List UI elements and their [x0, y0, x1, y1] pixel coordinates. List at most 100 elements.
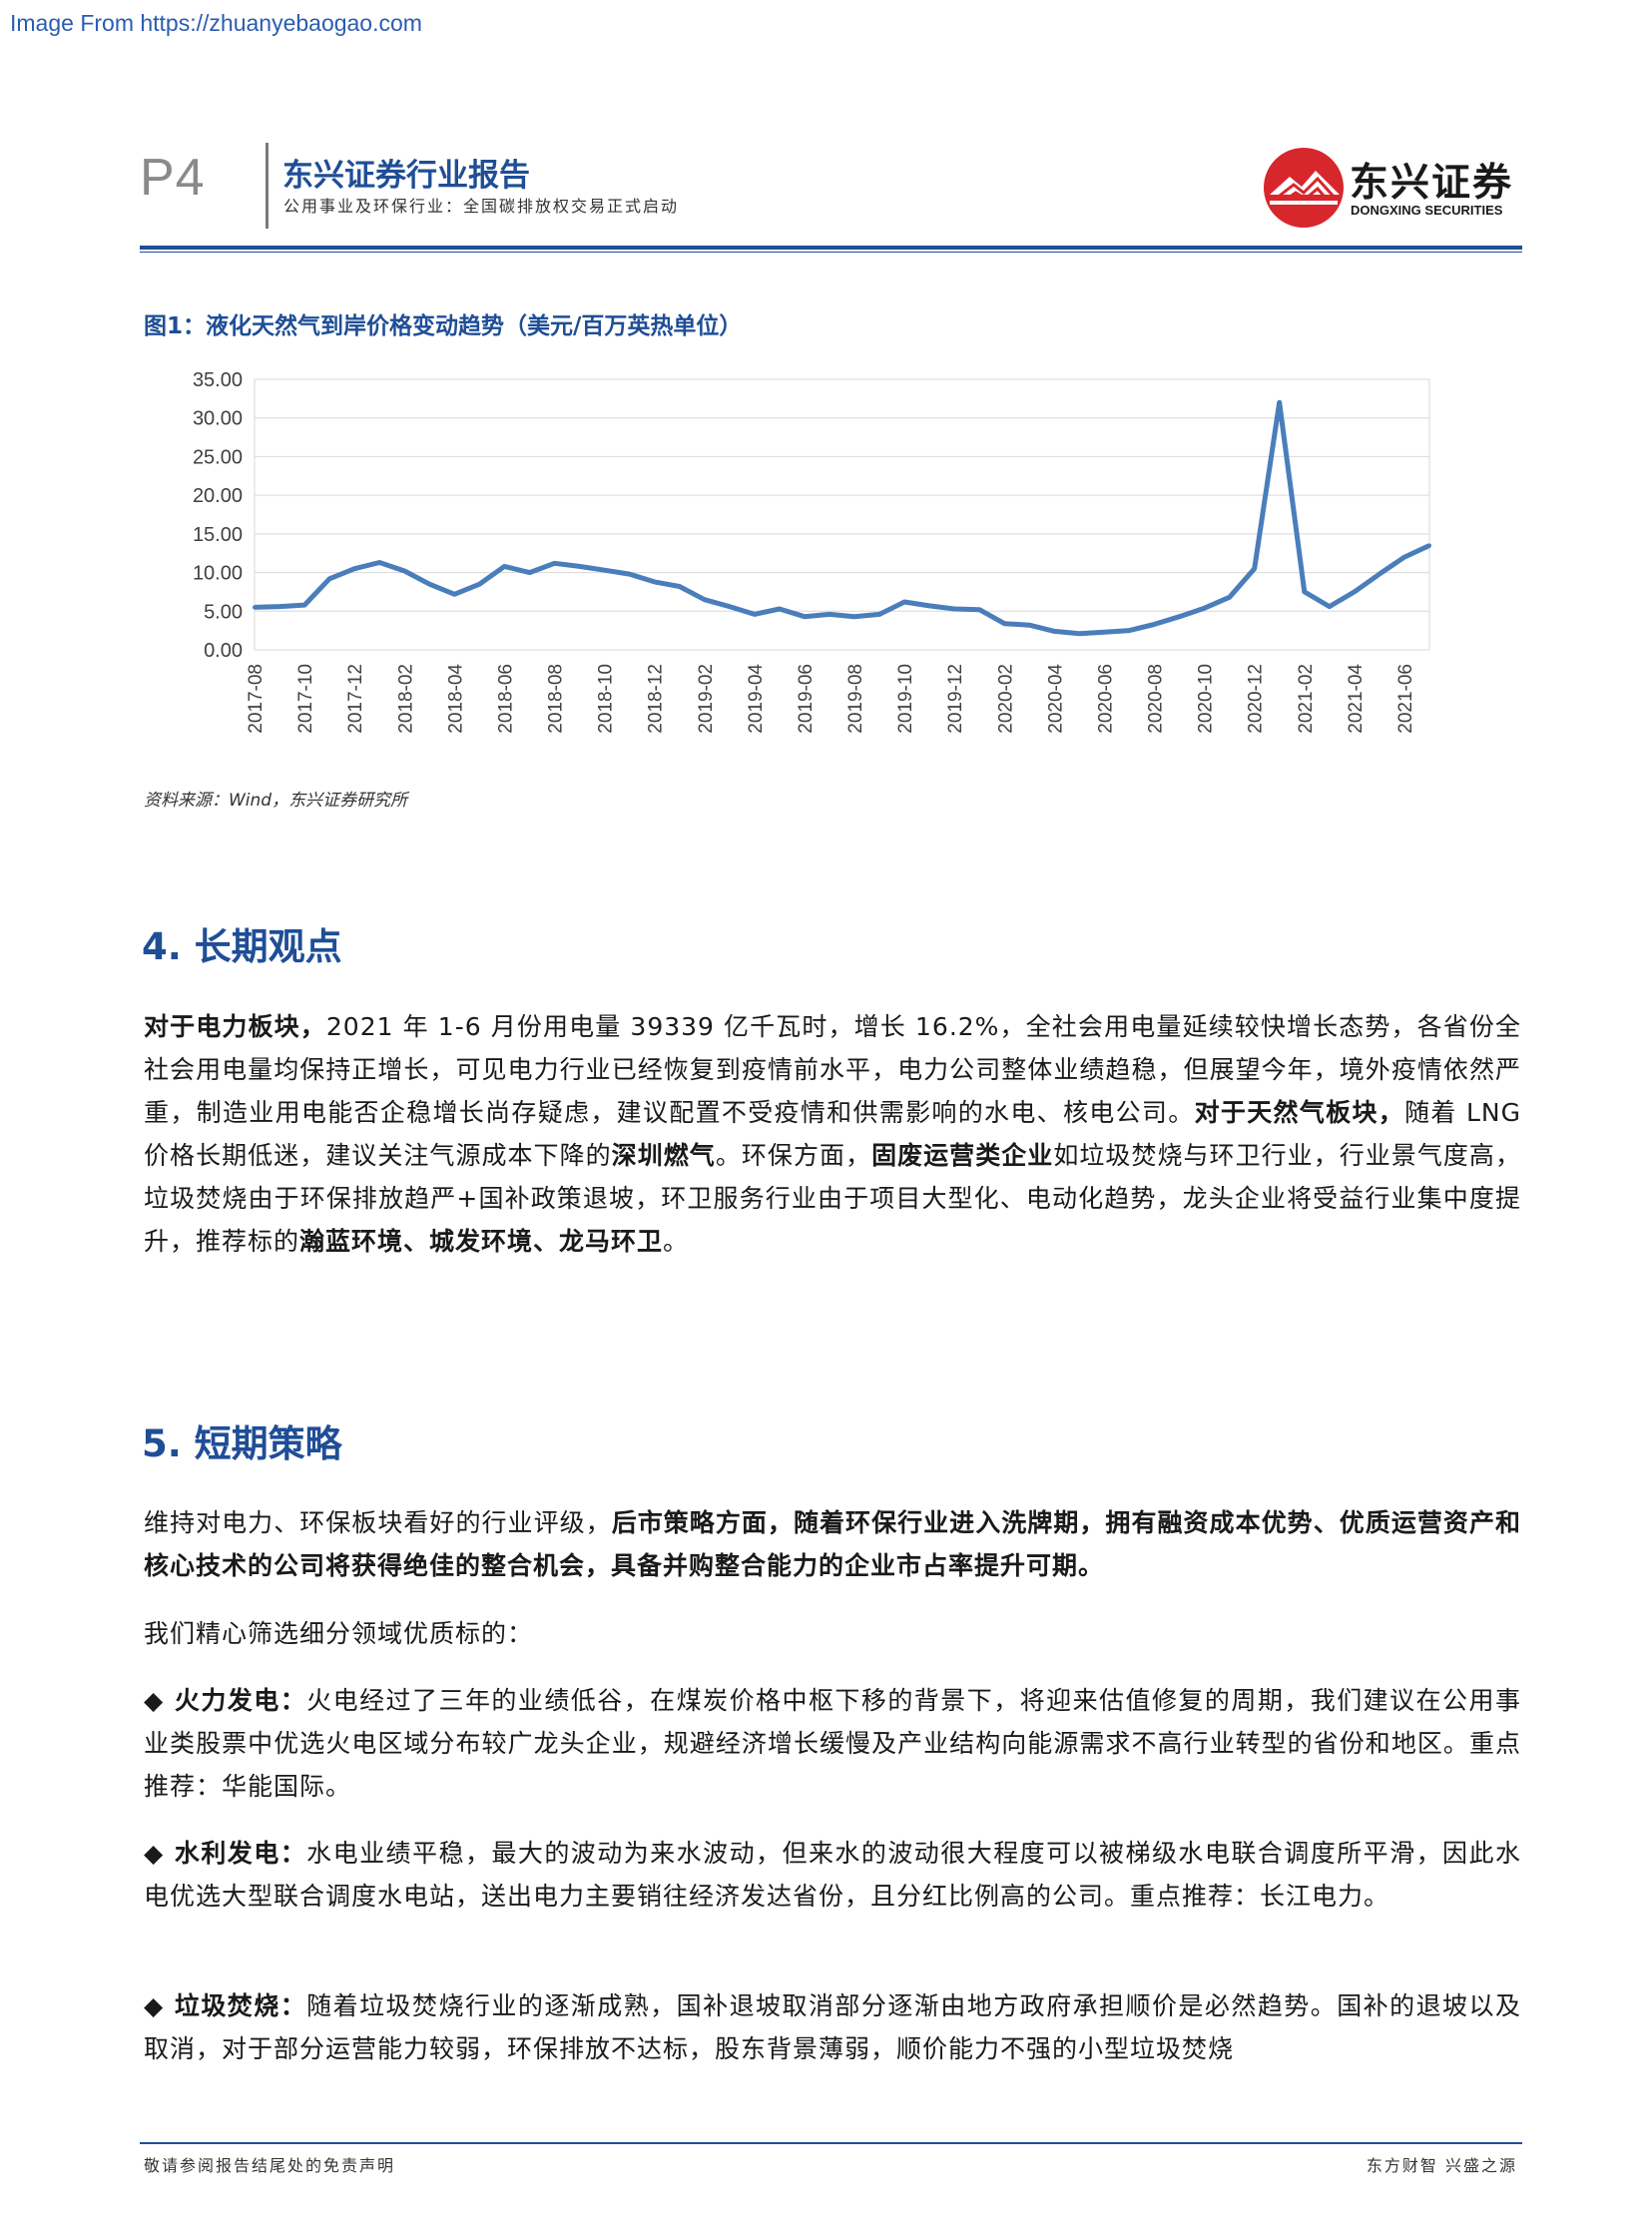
text: 如垃圾焚烧与环卫行业，行业景气度高，垃圾焚烧由于环保排放趋严+国补政策退坡，环卫… [144, 1141, 1521, 1256]
data-point [402, 569, 407, 574]
page-number: P4 [140, 149, 206, 207]
data-point [752, 612, 757, 617]
data-point [602, 568, 607, 573]
emphasis-recommended: 瀚蓝环境、城发环境、龙马环卫 [299, 1227, 664, 1256]
data-point [352, 566, 357, 571]
text: 。 [663, 1227, 690, 1256]
data-point [577, 564, 582, 569]
emphasis-gas: 对于天然气板块， [1194, 1098, 1405, 1127]
text: 2021 年 1-6 月份用电量 39339 亿千瓦时，增长 16.2%，全社会… [144, 1012, 1521, 1127]
x-tick-label: 2017-12 [345, 664, 366, 734]
lng-price-line-chart: 0.00 5.00 10.00 15.00 20.00 25.00 30.00 35.00 20… [193, 369, 1431, 734]
x-tick-label: 2018-12 [646, 664, 667, 734]
data-point [977, 607, 982, 612]
data-point [1277, 400, 1282, 405]
x-tick-label: 2018-02 [395, 664, 416, 734]
x-tick-label: 2020-06 [1095, 664, 1116, 734]
x-tick-label: 2018-10 [596, 664, 617, 734]
data-point [1077, 631, 1082, 636]
x-tick-label: 2019-02 [696, 664, 717, 734]
x-tick-label: 2020-04 [1045, 664, 1066, 734]
text: 维持对电力、环保板块看好的行业评级， [144, 1508, 612, 1537]
data-point [1152, 622, 1157, 627]
data-point [1102, 630, 1107, 635]
data-point [1052, 629, 1057, 634]
data-point [502, 564, 507, 569]
x-tick-label: 2019-10 [895, 664, 916, 734]
y-tick-label: 35.00 [193, 369, 243, 391]
lng-price-series-line [254, 399, 1431, 637]
data-point [1401, 555, 1406, 560]
header-rule [140, 246, 1522, 250]
bullet-label: ◆ 水利发电： [144, 1839, 307, 1868]
bullet-text: 火电经过了三年的业绩低谷，在煤炭价格中枢下移的背景下，将迎来估值修复的周期，我们… [144, 1686, 1521, 1801]
logo-wordmark: 东兴证券 [1350, 161, 1514, 206]
y-tick-label: 25.00 [193, 446, 243, 468]
report-title: 东兴证券行业报告 [282, 158, 530, 194]
x-tick-label: 2017-08 [246, 664, 267, 734]
y-tick-label: 30.00 [193, 408, 243, 430]
data-point [1227, 595, 1232, 600]
section-4-paragraph: 对于电力板块，2021 年 1-6 月份用电量 39339 亿千瓦时，增长 16… [144, 1005, 1521, 1263]
logo-english: DONGXING SECURITIES [1351, 203, 1503, 218]
data-point [277, 604, 282, 609]
data-point [1377, 572, 1381, 577]
data-point [302, 603, 307, 608]
source-watermark[interactable]: Image From https://zhuanyebaogao.com [10, 10, 422, 36]
emphasis-power: 对于电力板块， [144, 1012, 326, 1041]
bullet-label: ◆ 火力发电： [144, 1686, 307, 1715]
bullet-label: ◆ 垃圾焚烧： [144, 1991, 307, 2020]
x-tick-label: 2020-02 [995, 664, 1016, 734]
data-point [552, 561, 557, 566]
data-point [527, 570, 532, 575]
x-tick-label: 2019-08 [845, 664, 866, 734]
data-point [852, 614, 857, 619]
figure-title: 图1：液化天然气到岸价格变动趋势（美元/百万英热单位） [144, 313, 743, 339]
x-tick-label: 2020-08 [1146, 664, 1167, 734]
data-point [902, 599, 907, 604]
section-5-paragraph-2: 我们精心筛选细分领域优质标的： [144, 1619, 534, 1648]
section-5-heading: 5. 短期策略 [142, 1422, 342, 1465]
data-point [1327, 604, 1332, 609]
footer-rule [140, 2142, 1522, 2144]
data-point [1302, 589, 1307, 594]
bullet-waste-incineration: ◆ 垃圾焚烧：随着垃圾焚烧行业的逐渐成熟，国补退坡取消部分逐渐由地方政府承担顺价… [144, 1984, 1521, 2070]
x-tick-label: 2021-06 [1395, 664, 1416, 734]
data-point [327, 576, 332, 581]
x-tick-label: 2019-12 [945, 664, 966, 734]
x-tick-label: 2021-04 [1346, 664, 1367, 734]
data-point [702, 597, 707, 602]
data-point [1352, 589, 1357, 594]
x-tick-label: 2019-06 [796, 664, 817, 734]
text: 。环保方面， [715, 1141, 872, 1170]
data-point [727, 604, 732, 609]
y-tick-label: 20.00 [193, 485, 243, 507]
data-point [877, 612, 882, 617]
x-tick-label: 2017-10 [295, 664, 316, 734]
y-tick-label: 10.00 [193, 563, 243, 585]
y-tick-label: 15.00 [193, 524, 243, 546]
data-point [952, 606, 957, 611]
data-point [1202, 606, 1207, 611]
data-point [1002, 621, 1007, 626]
y-tick-label: 5.00 [204, 601, 243, 623]
header-rule-thin [140, 252, 1522, 253]
company-logo-icon [1264, 148, 1344, 228]
emphasis-solid-waste: 固废运营类企业 [871, 1141, 1054, 1170]
x-tick-label: 2020-10 [1196, 664, 1217, 734]
y-tick-label: 0.00 [204, 640, 243, 662]
text: 随着 LNG 价格长期低迷，建议关注气源成本下降的 [144, 1098, 1521, 1170]
emphasis-shenzhen-gas: 深圳燃气 [611, 1141, 716, 1170]
data-point [253, 605, 257, 610]
footer-disclaimer: 敬请参阅报告结尾处的免责声明 [144, 2156, 396, 2175]
data-point [1252, 566, 1257, 571]
header-divider [266, 143, 269, 229]
data-point [1177, 614, 1182, 619]
section-4-heading: 4. 长期观点 [142, 925, 342, 968]
x-tick-label: 2019-04 [746, 664, 767, 734]
bullet-thermal-power: ◆ 火力发电：火电经过了三年的业绩低谷，在煤炭价格中枢下移的背景下，将迎来估值修… [144, 1679, 1521, 1808]
x-tick-label: 2018-04 [445, 664, 466, 734]
data-point [377, 560, 382, 565]
data-point [652, 579, 657, 584]
data-point [802, 614, 807, 619]
